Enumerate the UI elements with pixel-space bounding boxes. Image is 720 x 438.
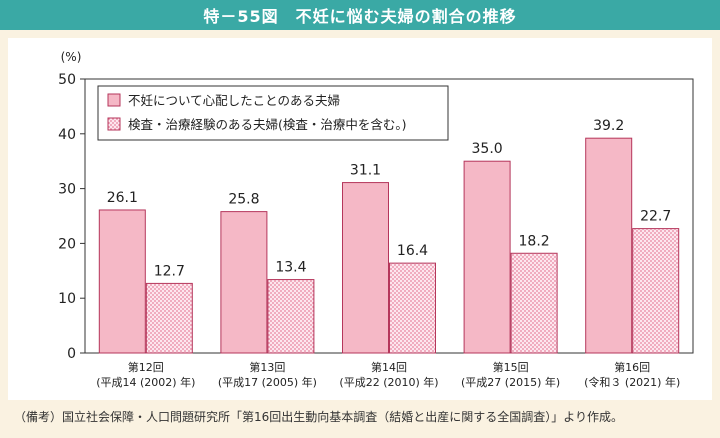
- legend-swatch-series-2: [107, 117, 121, 131]
- x-category-label: 第14回: [371, 360, 407, 374]
- legend-label-series-1: 不妊について心配したことのある夫婦: [128, 93, 340, 108]
- x-category-sublabel: (平成17 (2005) 年): [218, 375, 317, 389]
- x-category-label: 第12回: [128, 360, 164, 374]
- legend-box: [97, 85, 449, 141]
- bar-value-label: 22.7: [640, 209, 671, 225]
- x-category-label: 第15回: [493, 360, 529, 374]
- y-tick-label: 30: [58, 182, 76, 198]
- bar-series-1: [220, 211, 268, 354]
- bar-value-label: 16.4: [397, 243, 428, 259]
- y-tick-label: 40: [58, 127, 76, 143]
- chart-title: 特－55図 不妊に悩む夫婦の割合の推移: [203, 7, 517, 26]
- bar-series-1: [98, 209, 146, 354]
- bar-value-label: 18.2: [519, 233, 550, 249]
- x-category-label: 第16回: [614, 360, 650, 374]
- x-category-sublabel: (平成14 (2002) 年): [96, 375, 195, 389]
- y-tick-label: 50: [58, 72, 76, 88]
- bar-series-2: [632, 228, 680, 354]
- y-tick-label: 20: [58, 236, 76, 252]
- bar-series-1: [463, 160, 511, 354]
- source-note: （備考）国立社会保障・人口問題研究所「第16回出生動向基本調査（結婚と出産に関す…: [14, 410, 624, 424]
- bar-series-2: [510, 252, 558, 354]
- bar-value-label: 35.0: [472, 141, 503, 157]
- x-category-label: 第13回: [249, 360, 285, 374]
- bar-value-label: 39.2: [593, 118, 624, 134]
- x-category-sublabel: (平成27 (2015) 年): [461, 375, 560, 389]
- y-axis-unit-label: (%): [61, 50, 82, 64]
- bar-series-1: [585, 137, 633, 354]
- x-category-sublabel: (平成22 (2010) 年): [339, 375, 438, 389]
- bar-value-label: 31.1: [350, 163, 381, 179]
- bar-value-label: 12.7: [154, 263, 185, 279]
- bar-series-2: [267, 279, 315, 354]
- legend-label-series-2: 検査・治療経験のある夫婦(検査・治療中を含む。): [128, 117, 407, 132]
- legend-swatch-series-1: [107, 93, 121, 107]
- y-tick-label: 0: [67, 346, 76, 362]
- bar-value-label: 13.4: [275, 260, 306, 276]
- bar-series-2: [145, 282, 193, 354]
- chart-title-bar: 特－55図 不妊に悩む夫婦の割合の推移: [0, 0, 720, 30]
- bar-series-1: [342, 182, 389, 354]
- bar-value-label: 26.1: [107, 190, 138, 206]
- y-tick-label: 10: [58, 291, 76, 307]
- bar-value-label: 25.8: [228, 192, 259, 208]
- x-category-sublabel: (令和３ (2021) 年): [584, 375, 680, 389]
- bar-chart: 0 10 20 30 40 50 (%) 26.1 12.7 第12回(平成14 (2002) …: [58, 50, 694, 389]
- bar-series-2: [389, 262, 436, 354]
- chart-panel: 0 10 20 30 40 50 (%) 26.1 12.7 第12回 (平成14 (2002) …: [8, 38, 712, 400]
